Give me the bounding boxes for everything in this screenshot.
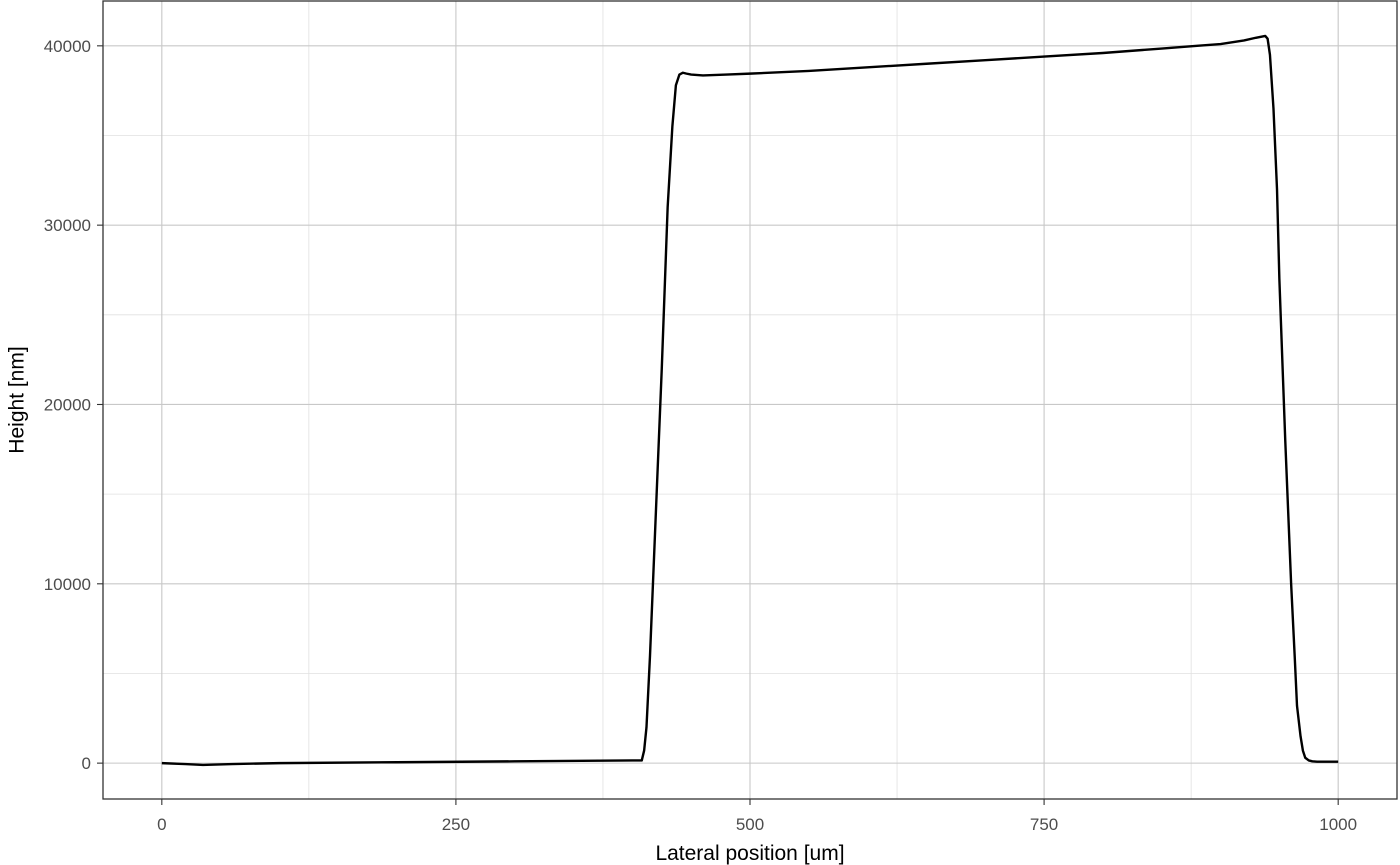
y-tick-label: 30000: [44, 216, 91, 235]
y-tick-label: 40000: [44, 37, 91, 56]
x-axis-title: Lateral position [um]: [655, 842, 844, 865]
x-tick-label: 750: [1030, 815, 1058, 834]
y-tick-label: 20000: [44, 395, 91, 414]
grid: [103, 1, 1397, 799]
x-tick-label: 0: [157, 815, 166, 834]
y-tick-label: 10000: [44, 575, 91, 594]
y-axis-title: Height [nm]: [6, 346, 29, 453]
series-line-height-profile: [161, 34, 1339, 767]
x-tick-label: 250: [442, 815, 470, 834]
x-tick-label: 1000: [1319, 815, 1357, 834]
y-tick-label: 0: [82, 754, 91, 773]
x-tick-label: 500: [736, 815, 764, 834]
